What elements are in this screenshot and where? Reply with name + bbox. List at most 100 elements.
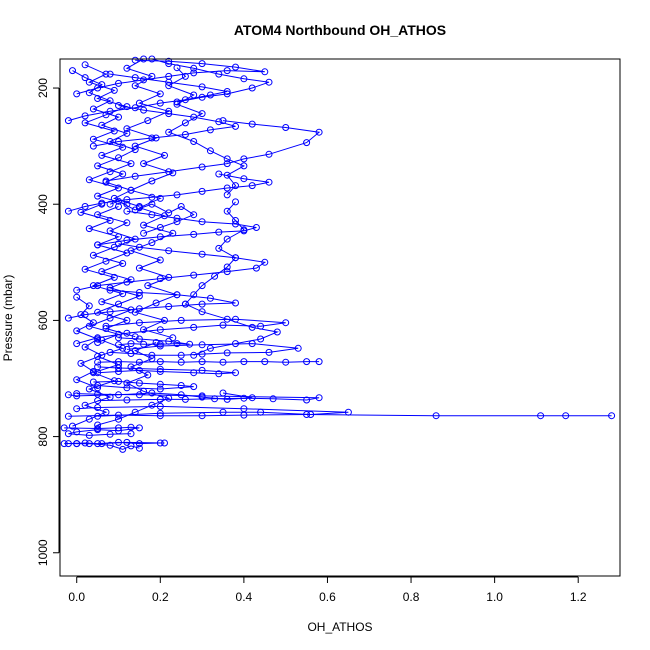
data-point <box>177 382 185 389</box>
data-point <box>135 335 143 343</box>
data-point <box>198 60 206 68</box>
data-point <box>198 300 206 308</box>
data-point <box>81 74 89 82</box>
data-point <box>198 350 206 358</box>
data-point <box>181 395 189 403</box>
data-point <box>131 82 139 90</box>
x-tick-label: 0.4 <box>236 590 253 604</box>
data-point <box>123 345 131 353</box>
data-point <box>165 303 173 310</box>
data-point <box>165 57 173 65</box>
data-point <box>190 291 198 299</box>
data-point <box>315 128 323 136</box>
data-point <box>269 395 277 403</box>
data-point <box>232 340 239 348</box>
data-point <box>140 326 148 334</box>
data-point <box>85 225 93 233</box>
data-point <box>248 394 256 402</box>
data-point <box>190 91 198 99</box>
data-point <box>115 154 122 162</box>
data-point <box>144 282 152 290</box>
data-point <box>123 64 131 72</box>
data-point <box>85 89 93 97</box>
data-point <box>81 439 89 447</box>
data-point <box>119 290 127 298</box>
data-point <box>152 134 160 142</box>
data-point <box>198 187 206 195</box>
data-point <box>248 182 256 190</box>
data-point <box>98 81 106 89</box>
data-point <box>110 127 118 135</box>
data-point <box>106 441 114 449</box>
x-tick-label: 1.2 <box>570 590 587 604</box>
data-point <box>152 339 160 346</box>
series-25 <box>77 200 135 346</box>
data-point <box>562 412 570 420</box>
data-point <box>173 191 181 199</box>
data-point <box>123 438 131 446</box>
series-3 <box>60 423 143 439</box>
data-point <box>307 411 315 418</box>
data-point <box>223 349 231 357</box>
data-point <box>85 431 93 439</box>
data-point <box>265 178 273 186</box>
data-point <box>223 160 231 168</box>
data-point <box>135 440 143 448</box>
series-32 <box>94 339 173 429</box>
data-point <box>98 151 106 159</box>
series-line <box>68 392 253 400</box>
data-point <box>115 368 122 375</box>
data-point <box>257 408 265 416</box>
data-point <box>77 359 85 367</box>
data-point <box>131 333 139 341</box>
data-point <box>94 308 102 316</box>
data-point <box>252 224 260 231</box>
data-point <box>81 203 89 210</box>
data-point <box>198 218 206 226</box>
data-point <box>110 377 118 385</box>
data-point <box>106 430 114 438</box>
data-point <box>223 67 231 75</box>
data-point <box>135 99 143 107</box>
chart-title: ATOM4 Northbound OH_ATHOS <box>234 22 446 38</box>
data-point <box>181 119 189 127</box>
data-point <box>131 142 139 150</box>
data-point <box>123 219 131 227</box>
x-axis-label: OH_ATHOS <box>307 620 372 634</box>
data-point <box>81 265 89 273</box>
data-point <box>165 107 173 115</box>
data-point <box>115 330 122 338</box>
data-point <box>219 389 227 397</box>
data-point <box>232 182 239 190</box>
data-point <box>115 361 122 369</box>
data-point <box>102 257 110 265</box>
series-14 <box>64 286 239 322</box>
data-point <box>119 170 127 178</box>
data-point <box>173 340 181 348</box>
plot-frame <box>59 58 621 577</box>
data-point <box>294 344 302 352</box>
data-point <box>190 351 198 359</box>
data-point <box>135 444 143 452</box>
data-point <box>115 240 122 248</box>
data-point <box>123 125 131 133</box>
data-point <box>127 442 135 450</box>
data-point <box>106 227 114 235</box>
data-point <box>223 184 231 192</box>
data-point <box>115 300 122 308</box>
data-point <box>303 396 311 404</box>
data-point <box>94 95 102 102</box>
series-7 <box>64 389 256 403</box>
data-point <box>190 323 198 331</box>
series-30 <box>106 197 198 237</box>
data-point <box>190 369 198 377</box>
data-point <box>135 366 143 374</box>
data-point <box>102 322 110 330</box>
series-line <box>97 210 257 246</box>
data-point <box>232 122 239 130</box>
data-point <box>123 316 131 324</box>
data-point <box>127 363 135 371</box>
data-point <box>240 405 248 413</box>
data-point <box>186 340 194 348</box>
data-point <box>127 276 135 284</box>
